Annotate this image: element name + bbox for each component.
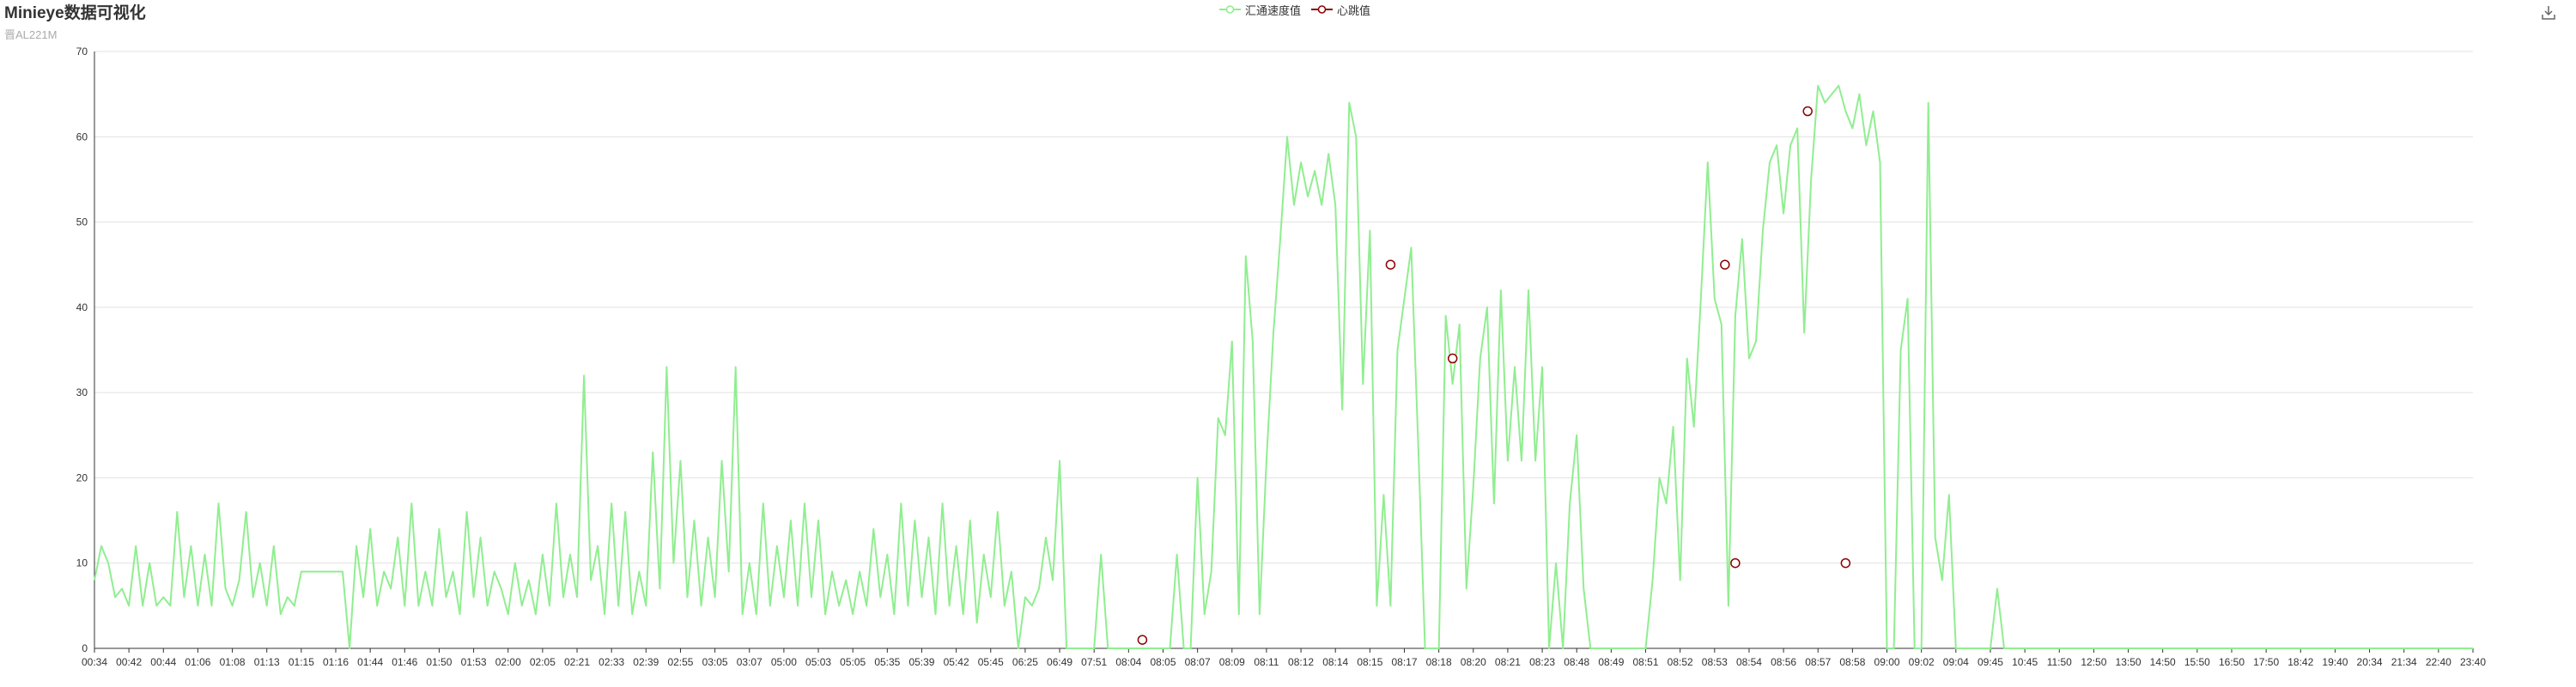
- x-tick-label: 08:51: [1633, 656, 1659, 668]
- x-tick-label: 09:45: [1978, 656, 2003, 668]
- x-tick-label: 01:15: [289, 656, 314, 668]
- heartbeat-point: [1730, 557, 1741, 568]
- x-tick-label: 01:08: [220, 656, 246, 668]
- x-tick-label: 02:39: [633, 656, 659, 668]
- y-tick-label: 40: [76, 301, 88, 313]
- x-tick-label: 01:50: [426, 656, 452, 668]
- x-tick-label: 08:04: [1115, 656, 1141, 668]
- x-tick-label: 16:50: [2219, 656, 2245, 668]
- x-tick-label: 08:12: [1288, 656, 1314, 668]
- y-tick-label: 30: [76, 386, 88, 398]
- x-tick-label: 08:07: [1185, 656, 1211, 668]
- x-tick-label: 14:50: [2150, 656, 2176, 668]
- x-tick-label: 08:58: [1839, 656, 1865, 668]
- x-tick-label: 13:50: [2116, 656, 2142, 668]
- x-tick-label: 01:13: [254, 656, 280, 668]
- x-tick-label: 01:06: [185, 656, 210, 668]
- chart-legend: 汇通速度值 心跳值: [1219, 2, 1370, 17]
- y-tick-label: 10: [76, 557, 88, 569]
- legend-label-heartbeat: 心跳值: [1337, 3, 1371, 17]
- x-tick-label: 08:49: [1598, 656, 1624, 668]
- x-tick-label: 08:21: [1495, 656, 1521, 668]
- x-tick-label: 12:50: [2081, 656, 2106, 668]
- series-line-speed: [94, 84, 2473, 649]
- x-tick-label: 15:50: [2184, 656, 2210, 668]
- x-tick-label: 02:05: [530, 656, 556, 668]
- x-tick-label: 11:50: [2047, 656, 2072, 668]
- x-tick-label: 21:34: [2391, 656, 2417, 668]
- x-tick-label: 09:04: [1943, 656, 1969, 668]
- x-tick-label: 05:00: [771, 656, 797, 668]
- download-icon[interactable]: [2539, 3, 2558, 22]
- heartbeat-point: [1840, 557, 1851, 568]
- x-tick-label: 02:00: [495, 656, 521, 668]
- x-tick-label: 08:56: [1771, 656, 1796, 668]
- x-tick-label: 00:34: [82, 656, 107, 668]
- x-tick-label: 08:53: [1702, 656, 1728, 668]
- x-tick-label: 00:44: [150, 656, 176, 668]
- x-tick-label: 08:57: [1805, 656, 1831, 668]
- x-tick-label: 05:03: [805, 656, 831, 668]
- legend-swatch-speed: [1219, 5, 1241, 14]
- legend-item-heartbeat[interactable]: 心跳值: [1311, 2, 1370, 18]
- legend-item-speed[interactable]: 汇通速度值: [1219, 2, 1301, 18]
- y-tick-label: 60: [76, 131, 88, 143]
- x-tick-label: 05:05: [840, 656, 866, 668]
- x-tick-label: 08:18: [1426, 656, 1452, 668]
- x-tick-label: 23:40: [2460, 656, 2486, 668]
- x-tick-label: 09:00: [1874, 656, 1900, 668]
- x-tick-label: 06:25: [1012, 656, 1038, 668]
- x-tick-label: 08:09: [1219, 656, 1245, 668]
- x-tick-label: 01:44: [357, 656, 383, 668]
- legend-swatch-heartbeat: [1311, 5, 1334, 14]
- x-tick-label: 20:34: [2357, 656, 2383, 668]
- x-tick-label: 08:17: [1391, 656, 1417, 668]
- x-tick-label: 08:05: [1150, 656, 1176, 668]
- x-tick-label: 05:42: [944, 656, 969, 668]
- x-tick-label: 01:53: [461, 656, 487, 668]
- heartbeat-point: [1720, 259, 1730, 270]
- x-tick-label: 06:49: [1047, 656, 1072, 668]
- x-tick-label: 08:54: [1736, 656, 1762, 668]
- x-tick-label: 02:55: [667, 656, 693, 668]
- heartbeat-point: [1802, 106, 1813, 117]
- x-tick-label: 08:15: [1357, 656, 1382, 668]
- x-tick-label: 22:40: [2426, 656, 2451, 668]
- x-tick-label: 07:51: [1081, 656, 1107, 668]
- x-tick-label: 17:50: [2253, 656, 2279, 668]
- y-tick-label: 0: [82, 642, 88, 654]
- chart-title: Minieye数据可视化: [4, 4, 146, 22]
- x-tick-label: 00:42: [116, 656, 142, 668]
- x-tick-label: 05:39: [908, 656, 934, 668]
- y-tick-label: 70: [76, 46, 88, 58]
- x-tick-label: 08:52: [1668, 656, 1693, 668]
- x-tick-label: 09:02: [1909, 656, 1935, 668]
- heartbeat-point: [1447, 353, 1458, 364]
- x-tick-label: 05:45: [978, 656, 1004, 668]
- heartbeat-point: [1137, 635, 1148, 645]
- x-tick-label: 08:23: [1529, 656, 1555, 668]
- x-tick-label: 08:14: [1322, 656, 1348, 668]
- y-tick-label: 50: [76, 216, 88, 228]
- legend-label-speed: 汇通速度值: [1245, 3, 1302, 17]
- x-tick-label: 02:33: [598, 656, 624, 668]
- x-tick-label: 03:05: [702, 656, 728, 668]
- x-tick-label: 01:46: [392, 656, 417, 668]
- x-tick-label: 19:40: [2322, 656, 2348, 668]
- x-tick-label: 18:42: [2287, 656, 2313, 668]
- y-tick-label: 20: [76, 471, 88, 483]
- heartbeat-point: [1385, 259, 1396, 270]
- x-tick-label: 05:35: [874, 656, 900, 668]
- x-tick-label: 03:07: [737, 656, 762, 668]
- x-tick-label: 02:21: [564, 656, 590, 668]
- chart-subtitle: 晋AL221M: [4, 28, 58, 41]
- x-tick-label: 01:16: [323, 656, 349, 668]
- x-tick-label: 08:20: [1461, 656, 1486, 668]
- x-tick-label: 10:45: [2012, 656, 2038, 668]
- x-tick-label: 08:11: [1254, 656, 1279, 668]
- x-tick-label: 08:48: [1564, 656, 1589, 668]
